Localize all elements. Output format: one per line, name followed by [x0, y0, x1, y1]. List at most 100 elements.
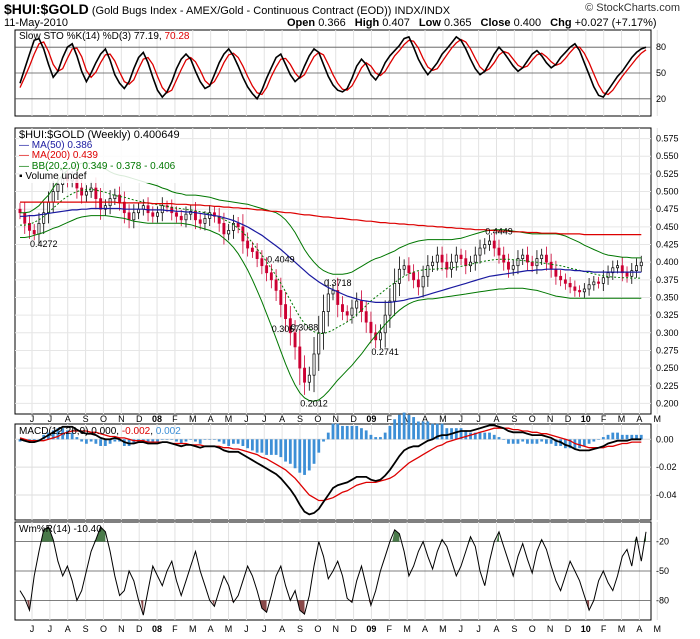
x-tick-label: M [403, 624, 411, 634]
macd-histogram-bar [232, 439, 235, 444]
x-tick-label: J [244, 414, 249, 424]
ohlc-summary: Open 0.366 High 0.407 Low 0.365 Close 0.… [287, 17, 657, 29]
macd-histogram-bar [160, 439, 164, 440]
bb-middle-line [20, 188, 642, 334]
macd-histogram-bar [388, 425, 392, 440]
sto-k-line [19, 35, 647, 101]
wr-oversold-fill [140, 600, 144, 616]
candle-body [279, 290, 283, 305]
candle-body [402, 265, 406, 270]
price-y-tick: 0.450 [656, 222, 679, 232]
candle-body [80, 187, 84, 196]
candle-body [28, 222, 31, 231]
candle-body [530, 261, 534, 267]
macd-histogram-bar [284, 439, 287, 462]
macd-histogram-bar [383, 432, 387, 440]
macd-histogram-bar [345, 425, 349, 440]
candle-body [554, 268, 558, 277]
macd-histogram-bar [492, 434, 496, 440]
macd-histogram-bar [293, 439, 297, 469]
price-annotation: 0.2741 [371, 347, 399, 357]
price-y-tick: 0.575 [656, 134, 679, 144]
x-tick-label: M [654, 414, 662, 424]
macd-histogram-bar [75, 437, 79, 440]
x-tick-label: F [387, 414, 393, 424]
macd-histogram-bar [478, 432, 482, 440]
macd-histogram-bar [549, 439, 553, 444]
macd-histogram-bar [464, 430, 468, 440]
x-tick-label: O [529, 414, 536, 424]
macd-histogram-bar [336, 423, 340, 440]
candle-body [113, 194, 117, 199]
candle-body [127, 212, 131, 221]
x-tick-label: M [225, 414, 233, 424]
candle-body [99, 198, 103, 210]
wr-overbought-fill [496, 531, 499, 542]
x-tick-label: 10 [581, 624, 591, 634]
macd-histogram-bar [530, 439, 534, 444]
x-tick-label: M [403, 414, 411, 424]
macd-histogram-bar [625, 434, 629, 440]
x-tick-label: A [422, 624, 428, 634]
macd-histogram-bar [635, 434, 638, 440]
macd-histogram-bar [412, 417, 416, 440]
x-tick-label: O [314, 414, 321, 424]
candle-body [151, 212, 155, 217]
price-annotation: 0.4049 [267, 255, 295, 265]
x-tick-label: M [618, 414, 626, 424]
macd-histogram-bar [568, 439, 572, 449]
candle-body [445, 261, 449, 270]
candle-body [241, 226, 245, 242]
wr-overbought-fill [93, 526, 106, 542]
macd-histogram-bar [554, 439, 558, 446]
x-tick-label: J [30, 624, 35, 634]
macd-histogram-bar [217, 439, 221, 442]
candle-body [307, 374, 311, 383]
macd-line [19, 424, 642, 516]
candle-body [341, 304, 344, 312]
x-tick-label: J [48, 624, 53, 634]
macd-histogram-bar [113, 439, 117, 442]
ma200-legend: — MA(200) 0.439 [19, 150, 98, 161]
x-tick-label: D [350, 624, 357, 634]
candle-body [492, 240, 496, 249]
signal-value: -0.002 [121, 426, 151, 437]
macd-histogram-bar [322, 439, 325, 442]
macd-histogram-bar [312, 439, 316, 464]
x-tick-label: 09 [366, 414, 376, 424]
macd-histogram-bar [601, 437, 605, 440]
macd-histogram-bar [108, 439, 112, 444]
macd-histogram-bar [435, 423, 439, 440]
macd-histogram-bar [99, 439, 103, 446]
x-tick-label: S [511, 414, 517, 424]
macd-histogram-bar [175, 439, 178, 442]
x-tick-label: J [476, 414, 481, 424]
wr-y-tick: -50 [656, 566, 669, 576]
macd-histogram-bar [507, 439, 510, 444]
brand-logo[interactable]: © StockCharts.com [585, 2, 680, 14]
x-tick-label: M [654, 624, 662, 634]
macd-histogram-bar [274, 439, 278, 455]
x-tick-label: O [529, 624, 536, 634]
macd-histogram-bar [18, 439, 22, 442]
candle-body [118, 194, 122, 203]
candle-body [507, 261, 510, 270]
macd-histogram-bar [227, 439, 231, 446]
price-y-tick: 0.225 [656, 381, 679, 391]
macd-histogram-bar [146, 439, 150, 442]
macd-histogram-bar [255, 439, 259, 453]
wr-overbought-fill [392, 529, 400, 542]
symbol: $HUI:$GOLD [4, 1, 89, 17]
macd-histogram-bar [132, 439, 136, 444]
x-tick-label: S [297, 624, 303, 634]
candle-body [464, 258, 468, 267]
candle-body [198, 219, 202, 224]
candle-body [568, 283, 572, 288]
candle-body [179, 215, 183, 221]
low-value: 0.365 [443, 17, 472, 29]
x-tick-label: D [565, 414, 572, 424]
candle-body [435, 254, 439, 263]
macd-histogram-bar [326, 432, 330, 440]
price-y-tick: 0.550 [656, 151, 679, 161]
price-annotation: 0.3067 [272, 324, 300, 334]
